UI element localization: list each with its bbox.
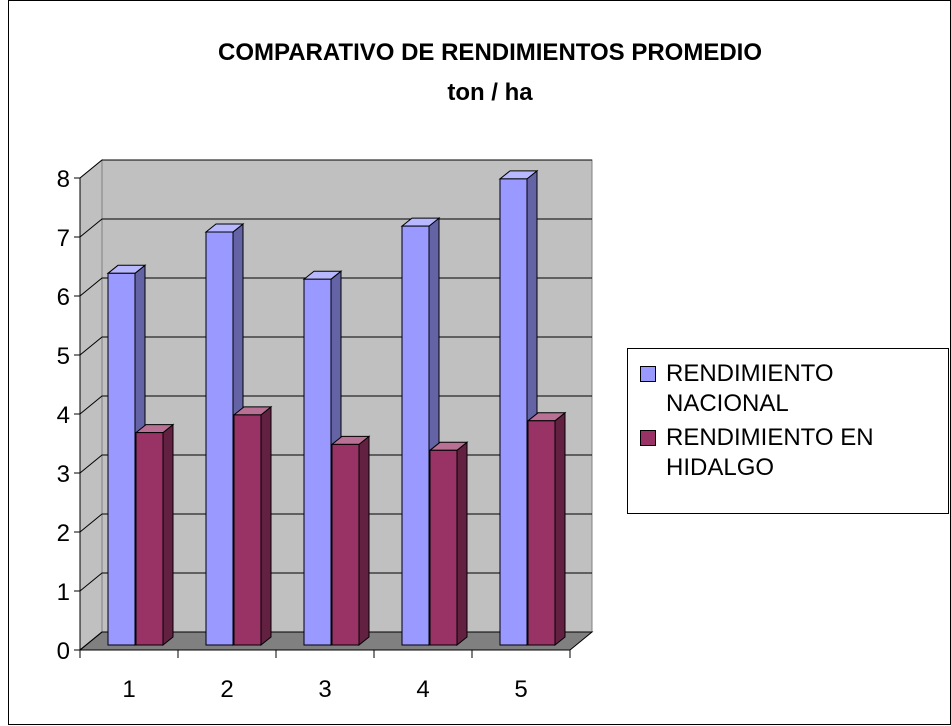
bar: [134, 423, 175, 647]
bar-front: [107, 272, 136, 646]
bar: [498, 169, 539, 647]
bar-side: [358, 435, 370, 647]
y-tick-label: 7: [57, 225, 70, 252]
bar-front: [527, 420, 556, 646]
x-tick-label: 4: [416, 676, 429, 703]
x-tick-label: 3: [318, 676, 331, 703]
y-tick-label: 1: [57, 579, 70, 606]
bar-front: [303, 278, 332, 646]
bar-front: [331, 443, 360, 646]
bar-side: [162, 423, 174, 647]
legend: RENDIMIENTO NACIONAL RENDIMIENTO EN HIDAL…: [627, 348, 949, 514]
bar: [330, 435, 371, 647]
y-tick-label: 5: [57, 343, 70, 370]
bar-front: [429, 449, 458, 646]
bar-front: [135, 432, 164, 646]
y-tick-label: 3: [57, 461, 70, 488]
grid-line: [79, 159, 592, 179]
y-tick-label: 8: [57, 166, 70, 193]
bar-front: [233, 414, 262, 646]
bar-side: [554, 411, 566, 647]
bar: [232, 405, 273, 647]
bar-front: [205, 231, 234, 646]
x-tick-label: 5: [514, 676, 527, 703]
chart-title: COMPARATIVO DE RENDIMIENTOS PROMEDIO: [218, 39, 762, 66]
bar: [526, 411, 567, 647]
y-tick-label: 2: [57, 520, 70, 547]
legend-label: RENDIMIENTO EN HIDALGO: [666, 424, 874, 481]
y-tick-label: 6: [57, 284, 70, 311]
y-tick-label: 4: [57, 402, 70, 429]
legend-label: RENDIMIENTO NACIONAL: [666, 360, 834, 417]
bar-front: [401, 225, 430, 646]
legend-swatch: [640, 430, 656, 446]
y-tick-label: 0: [57, 638, 70, 665]
bar: [428, 441, 469, 647]
legend-item: RENDIMIENTO NACIONAL: [640, 359, 948, 419]
chart-subtitle: ton / ha: [447, 79, 533, 106]
bar-side: [260, 405, 272, 647]
bar-front: [499, 178, 528, 646]
x-tick-label: 2: [220, 676, 233, 703]
x-tick-label: 1: [122, 676, 135, 703]
legend-swatch: [640, 366, 656, 382]
bar-side: [456, 441, 468, 647]
legend-item: RENDIMIENTO EN HIDALGO: [640, 423, 948, 483]
